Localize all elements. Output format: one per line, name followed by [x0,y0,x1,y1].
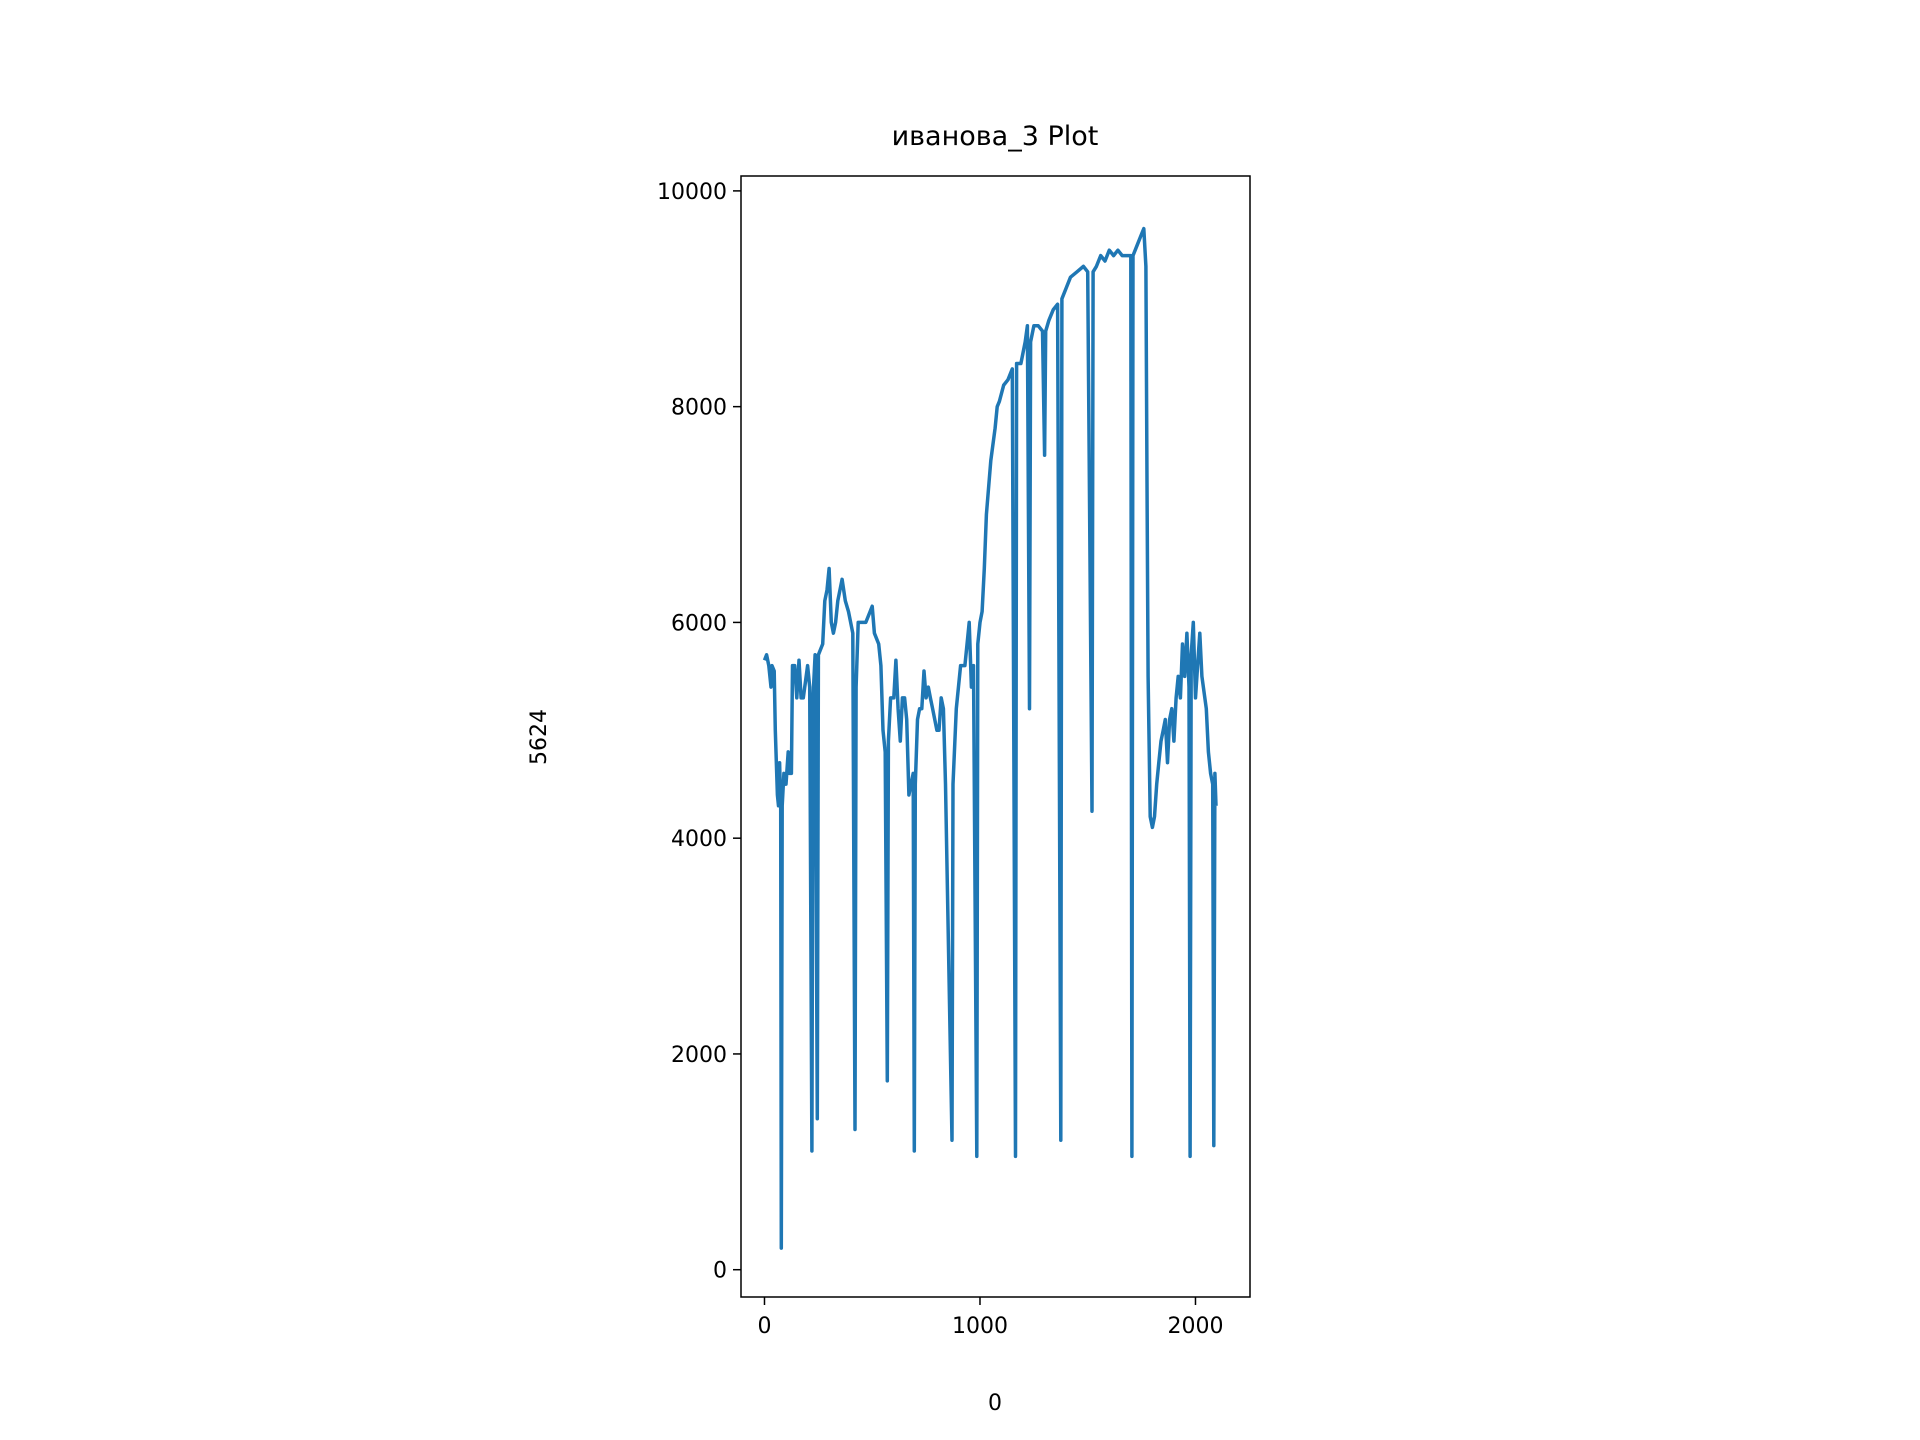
y-tick-label: 6000 [671,611,727,636]
x-tick-label: 2000 [1167,1314,1223,1339]
data-line [762,226,1218,1250]
y-axis-label: 5624 [527,709,552,765]
x-tick-label: 1000 [952,1314,1008,1339]
y-tick-label: 2000 [671,1043,727,1068]
y-tick-label: 8000 [671,396,727,421]
y-tick-label: 0 [713,1259,727,1284]
x-tick-label: 0 [757,1314,771,1339]
y-tick-label: 10000 [657,180,727,205]
y-tick-label: 4000 [671,827,727,852]
plot-frame [740,175,1251,1298]
chart-title: иванова_3 Plot [892,121,1099,152]
x-axis-label: 0 [988,1391,1002,1416]
